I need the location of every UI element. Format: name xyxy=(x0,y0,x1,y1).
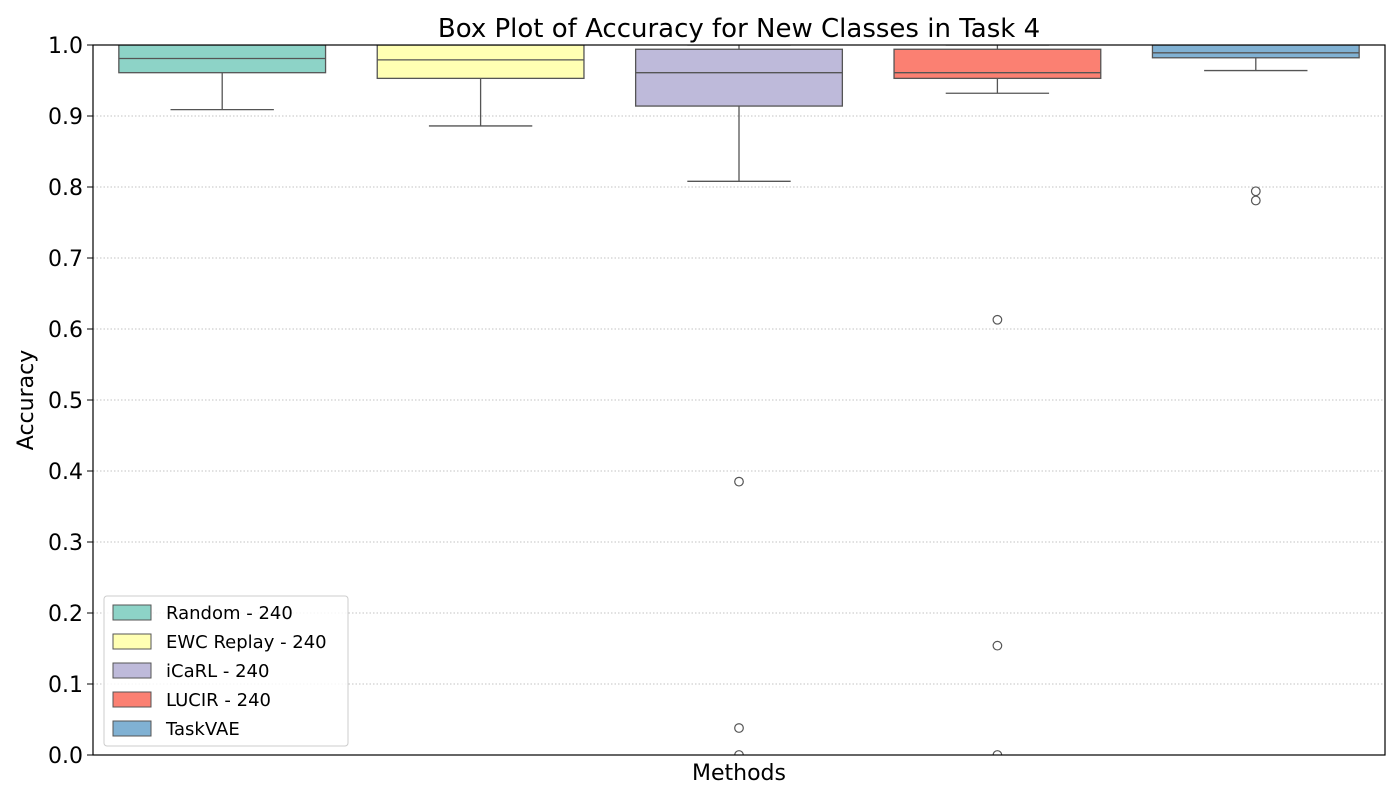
y-tick-label: 0.5 xyxy=(48,389,83,414)
legend: Random - 240 EWC Replay - 240 iCaRL - 240 L… xyxy=(103,595,349,747)
boxes-group xyxy=(118,45,1360,755)
y-tick-label: 0.1 xyxy=(48,673,83,698)
legend-swatch xyxy=(112,633,152,650)
box-body xyxy=(893,48,1102,80)
box-body xyxy=(1151,45,1360,59)
legend-label: EWC Replay - 240 xyxy=(166,632,327,653)
legend-label: iCaRL - 240 xyxy=(166,661,269,682)
outlier-point xyxy=(734,723,744,733)
y-tick-label: 0.2 xyxy=(48,602,83,627)
y-axis-ticks: 0.0 0.1 0.2 0.3 0.4 0.5 0.6 0.7 0.8 0.9 1.0 xyxy=(48,34,93,769)
outlier-point xyxy=(992,640,1003,651)
y-tick-label: 0.3 xyxy=(48,531,83,556)
outlier-point xyxy=(734,476,744,487)
y-tick-label: 0.8 xyxy=(48,176,83,201)
legend-label: Random - 240 xyxy=(166,603,293,624)
box-layer xyxy=(118,45,1360,755)
outlier-point xyxy=(734,750,744,755)
y-tick-label: 0.6 xyxy=(48,318,83,343)
legend-swatch xyxy=(112,691,152,708)
y-tick-label: 0.4 xyxy=(48,460,83,485)
y-tick-label: 0.7 xyxy=(48,247,83,272)
legend-frame xyxy=(103,595,349,747)
outlier-point xyxy=(1250,195,1261,206)
legend-label: LUCIR - 240 xyxy=(166,690,271,711)
y-tick-label: 1.0 xyxy=(48,34,83,59)
chart-title: Box Plot of Accuracy for New Classes in … xyxy=(438,14,1040,44)
box-body xyxy=(634,48,844,107)
legend-label: TaskVAE xyxy=(165,719,240,740)
legend-swatch xyxy=(112,604,152,621)
legend-swatch xyxy=(112,662,152,679)
outlier-point xyxy=(992,314,1003,325)
x-axis-label: Methods xyxy=(692,761,786,786)
outlier-point xyxy=(992,750,1003,755)
y-tick-label: 0.9 xyxy=(48,105,83,130)
legend-swatch xyxy=(112,720,152,737)
box-body xyxy=(376,45,585,80)
y-axis-label: Accuracy xyxy=(14,350,39,450)
y-tick-label: 0.0 xyxy=(48,744,83,769)
outlier-point xyxy=(1250,186,1261,197)
